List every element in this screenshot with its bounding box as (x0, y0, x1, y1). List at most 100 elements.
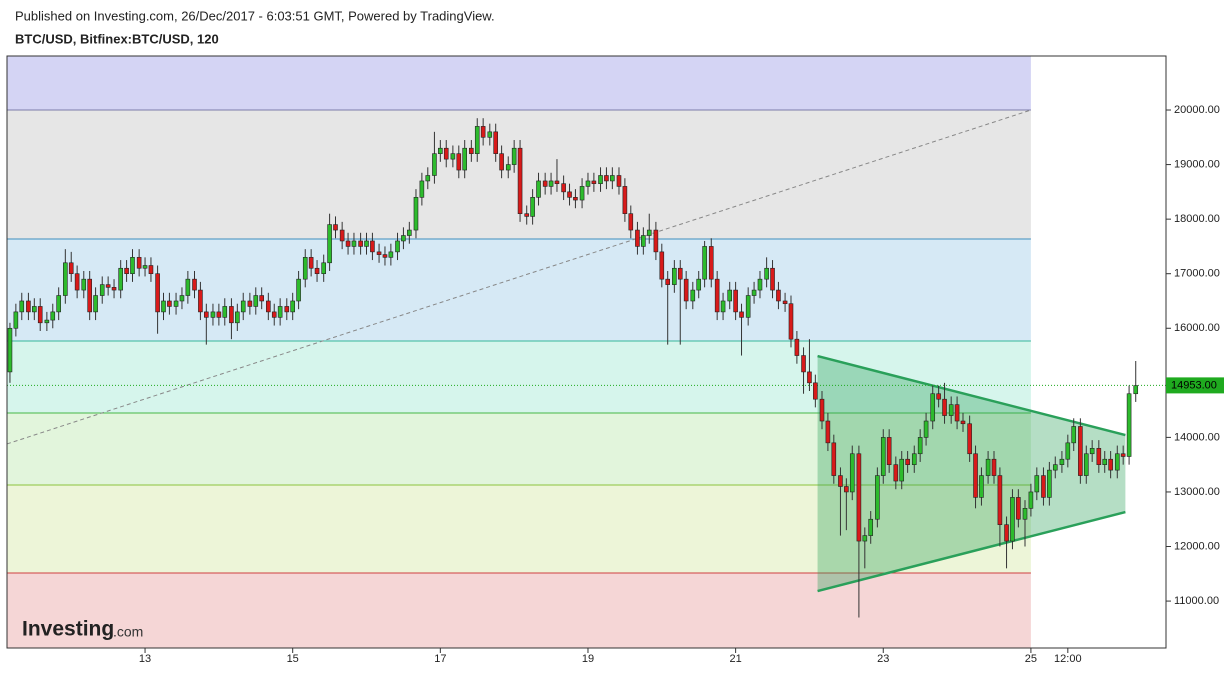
candle-body (875, 475, 880, 520)
candle-body (185, 278, 191, 296)
y-tick-label: 14000.00 (1174, 431, 1220, 443)
candle-body (302, 257, 308, 280)
candle-body (635, 229, 640, 247)
candle-body (474, 126, 480, 154)
candle-body (235, 311, 240, 324)
candle-body (714, 278, 720, 313)
candle-body (81, 278, 87, 291)
candle-body (173, 300, 179, 307)
logo-name: Investing (22, 618, 114, 641)
candle-body (788, 303, 794, 340)
candle-body (893, 464, 899, 482)
candle-body (37, 306, 43, 324)
candle-body (868, 518, 874, 536)
candle-body (1065, 442, 1071, 460)
logo-suffix: .com (113, 624, 143, 640)
candle-body (438, 147, 443, 154)
last-price-tag (1166, 377, 1224, 394)
fib-band (7, 239, 1031, 342)
triangle-edge (817, 510, 1126, 593)
candle-body (530, 197, 535, 217)
candle-body (469, 147, 474, 154)
candle-body (807, 371, 812, 384)
candle-body (942, 398, 947, 416)
candle-body (610, 175, 615, 182)
candle-body (413, 197, 419, 231)
candle-body (1059, 458, 1065, 465)
candle-body (271, 311, 277, 318)
candle-body (87, 278, 92, 313)
x-tick-label: 23 (877, 653, 889, 665)
candle-body (801, 355, 806, 373)
candle-body (905, 458, 910, 465)
candle-body (1096, 448, 1102, 465)
symbol-title: BTC/USD, Bitfinex:BTC/USD, 120 (15, 31, 219, 46)
candle-body (370, 240, 375, 253)
candle-body (56, 295, 61, 313)
trend-line (6, 109, 1032, 445)
candle-body (985, 458, 991, 476)
candle-body (333, 224, 338, 231)
candle-body (198, 289, 203, 313)
candle-body (339, 229, 345, 242)
candle-body (111, 287, 117, 291)
candle-body (63, 262, 68, 296)
candle-body (1071, 426, 1077, 444)
y-tick-label: 11000.00 (1174, 595, 1219, 607)
candle-body (831, 442, 837, 476)
candle-body (813, 382, 818, 400)
candle-body (1120, 453, 1126, 457)
candle-body (382, 254, 388, 258)
candle-body (1022, 508, 1028, 520)
y-tick-label: 20000.00 (1174, 104, 1220, 116)
candle-body (99, 284, 105, 296)
candle-body (1133, 385, 1139, 395)
candle-body (979, 475, 984, 498)
candle-body (505, 164, 511, 171)
y-tick-label: 17000.00 (1174, 268, 1220, 280)
candle-body (1126, 393, 1132, 457)
candle-body (499, 153, 504, 171)
candle-body (591, 180, 597, 184)
candle-body (702, 246, 707, 280)
candle-body (886, 437, 892, 465)
candle-body (794, 338, 800, 356)
candle-body (19, 300, 25, 313)
published-note: Published on Investing.com, 26/Dec/2017 … (15, 8, 495, 23)
candle-body (167, 300, 172, 307)
candle-body (683, 278, 689, 302)
candle-body (68, 262, 74, 275)
candle-body (548, 180, 554, 187)
x-tick-label: 13 (139, 653, 151, 665)
candle-body (450, 153, 456, 160)
x-tick-label: 15 (287, 653, 299, 665)
candle-body (554, 180, 560, 184)
candle-body (93, 295, 98, 313)
candle-body (216, 311, 222, 318)
candle-body (192, 278, 197, 291)
candle-body (142, 265, 148, 269)
candle-body (296, 278, 301, 302)
candle-body (480, 126, 486, 138)
candle-body (757, 278, 763, 291)
candle-body (628, 213, 634, 231)
candle-body (967, 423, 972, 455)
candle-body (696, 278, 702, 291)
candle-body (395, 240, 400, 253)
candle-body (997, 475, 1003, 525)
candle-body (536, 180, 541, 198)
candle-body (74, 273, 80, 291)
candle-body (1108, 458, 1113, 471)
candle-body (456, 153, 462, 171)
candle-body (849, 453, 855, 493)
y-tick-label: 16000.00 (1174, 322, 1220, 334)
candle-body (136, 257, 142, 269)
candle-body (179, 295, 185, 302)
plot-area (6, 56, 1166, 648)
candle-body (604, 175, 609, 182)
candle-body (401, 235, 406, 242)
candle-body (665, 278, 671, 285)
candle-body (776, 289, 781, 302)
candle-body (524, 213, 530, 217)
